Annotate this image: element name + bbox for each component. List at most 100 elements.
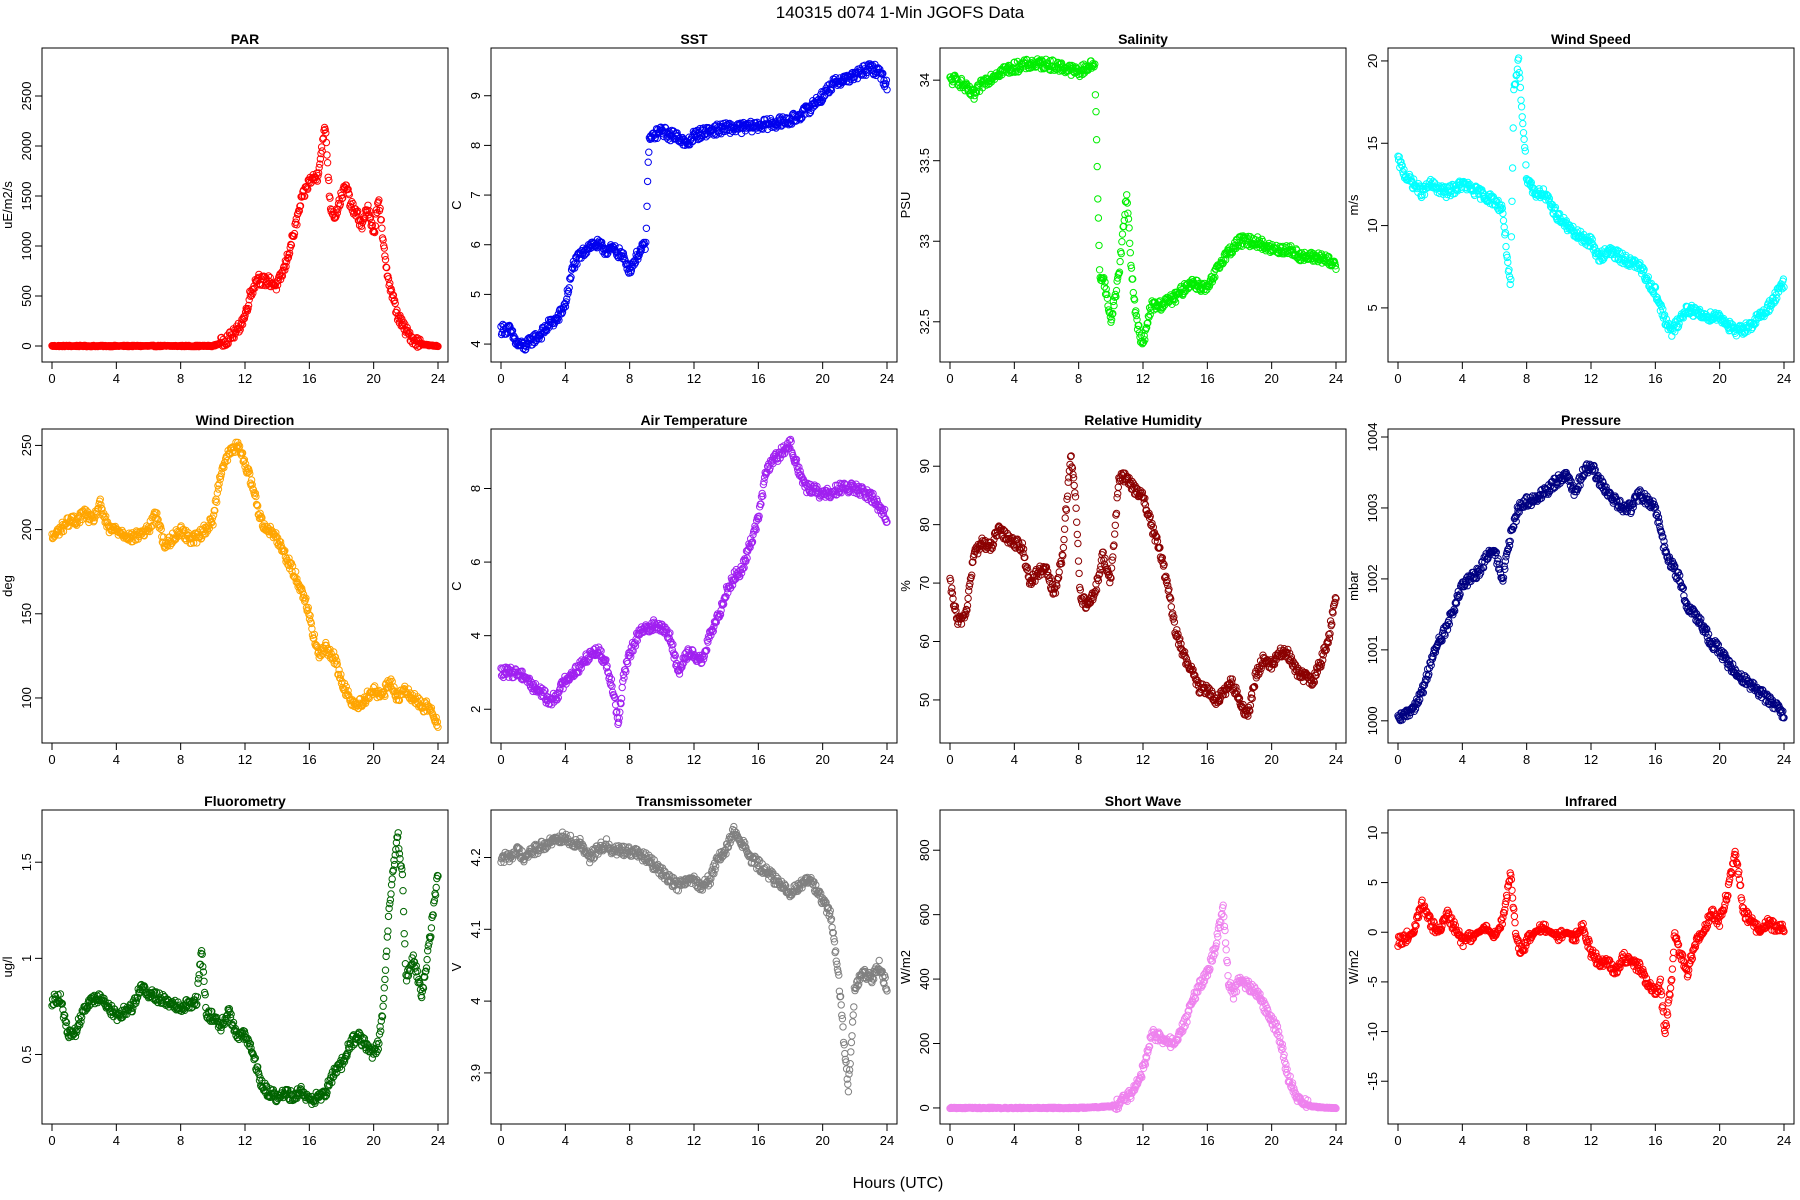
data-point <box>244 304 252 313</box>
x-tick-label: 24 <box>880 752 894 767</box>
y-tick-label: 60 <box>917 634 932 648</box>
data-point <box>287 240 295 249</box>
data-point <box>290 229 299 238</box>
data-point <box>1074 539 1082 548</box>
data-point <box>316 155 325 163</box>
y-tick-label: 1000 <box>1365 706 1380 735</box>
x-tick-label: 20 <box>1712 371 1726 386</box>
data-point <box>567 273 575 281</box>
data-point <box>565 284 573 292</box>
data-point <box>258 281 267 289</box>
x-tick-label: 4 <box>113 371 120 386</box>
plot-frame <box>939 47 1347 363</box>
data-point <box>661 123 669 132</box>
y-tick-label: 2500 <box>19 82 34 111</box>
data-point <box>393 306 401 314</box>
x-tick-label: 0 <box>497 371 504 386</box>
data-point <box>313 177 322 185</box>
y-tick-label: 4 <box>468 632 483 639</box>
data-point <box>1014 68 1022 76</box>
data-point <box>774 122 782 130</box>
y-tick-label: 250 <box>19 435 34 457</box>
y-tick-label: 0 <box>19 342 34 349</box>
x-tick-label: 8 <box>626 371 633 386</box>
data-point <box>317 143 326 151</box>
panel-title: Relative Humidity <box>1084 412 1202 428</box>
data-point <box>531 339 539 347</box>
x-tick-label: 4 <box>562 371 569 386</box>
y-tick-label: 150 <box>19 603 34 625</box>
x-tick-label: 0 <box>48 752 55 767</box>
data-point <box>282 258 291 266</box>
x-tick-label: 16 <box>751 371 765 386</box>
data-point <box>986 79 994 88</box>
y-tick-label: 15 <box>1365 136 1380 150</box>
data-point <box>666 136 675 145</box>
data-point <box>1508 164 1517 172</box>
data-point <box>522 345 530 354</box>
y-axis-label: C <box>449 581 464 590</box>
x-tick-label: 24 <box>880 371 894 386</box>
y-tick-label: 1002 <box>1365 564 1380 593</box>
x-tick-label: 8 <box>1075 371 1082 386</box>
data-point <box>882 76 891 85</box>
data-point <box>324 173 332 182</box>
data-point <box>364 201 372 210</box>
x-tick-label: 0 <box>497 752 504 767</box>
data-point <box>386 279 394 287</box>
data-point <box>964 594 972 603</box>
data-point <box>1502 242 1510 251</box>
data-point <box>261 273 269 281</box>
data-point <box>399 318 408 326</box>
y-tick-label: 90 <box>917 459 932 473</box>
series-points <box>1394 460 1788 725</box>
data-point <box>1094 214 1103 222</box>
data-point <box>1126 239 1134 248</box>
x-tick-label: 24 <box>431 752 445 767</box>
data-point <box>387 286 396 295</box>
data-point <box>603 250 611 259</box>
y-tick-label: 34 <box>917 73 932 87</box>
data-point <box>570 264 579 272</box>
data-point <box>434 342 442 351</box>
data-point <box>558 308 567 316</box>
data-point <box>404 326 412 335</box>
data-point <box>970 95 978 103</box>
x-tick-label: 12 <box>1584 371 1598 386</box>
data-point <box>314 169 323 177</box>
x-tick-label: 0 <box>946 752 953 767</box>
x-tick-label: 12 <box>687 752 701 767</box>
x-tick-label: 4 <box>562 752 569 767</box>
data-point <box>1516 83 1525 92</box>
y-tick-label: 7 <box>468 191 483 198</box>
data-point <box>354 207 362 215</box>
data-point <box>641 245 649 254</box>
data-point <box>302 183 310 191</box>
data-point <box>1073 530 1082 539</box>
data-point <box>785 121 793 129</box>
y-tick-label: 1500 <box>19 182 34 211</box>
data-point <box>285 249 294 257</box>
data-point <box>563 295 571 303</box>
x-tick-label: 16 <box>1200 371 1214 386</box>
data-point <box>883 86 891 94</box>
data-point <box>338 194 346 203</box>
data-point <box>213 489 222 497</box>
y-tick-label: 6 <box>468 241 483 248</box>
y-tick-label: 2000 <box>19 132 34 161</box>
data-point <box>510 332 518 340</box>
data-point <box>541 322 549 330</box>
y-tick-label: 80 <box>917 517 932 531</box>
x-tick-label: 16 <box>751 752 765 767</box>
data-point <box>326 194 334 202</box>
y-axis-label: uE/m2/s <box>0 181 15 229</box>
data-point <box>665 127 673 136</box>
data-point <box>1071 493 1080 501</box>
data-point <box>230 334 238 342</box>
data-point <box>323 151 331 159</box>
data-point <box>737 129 746 138</box>
